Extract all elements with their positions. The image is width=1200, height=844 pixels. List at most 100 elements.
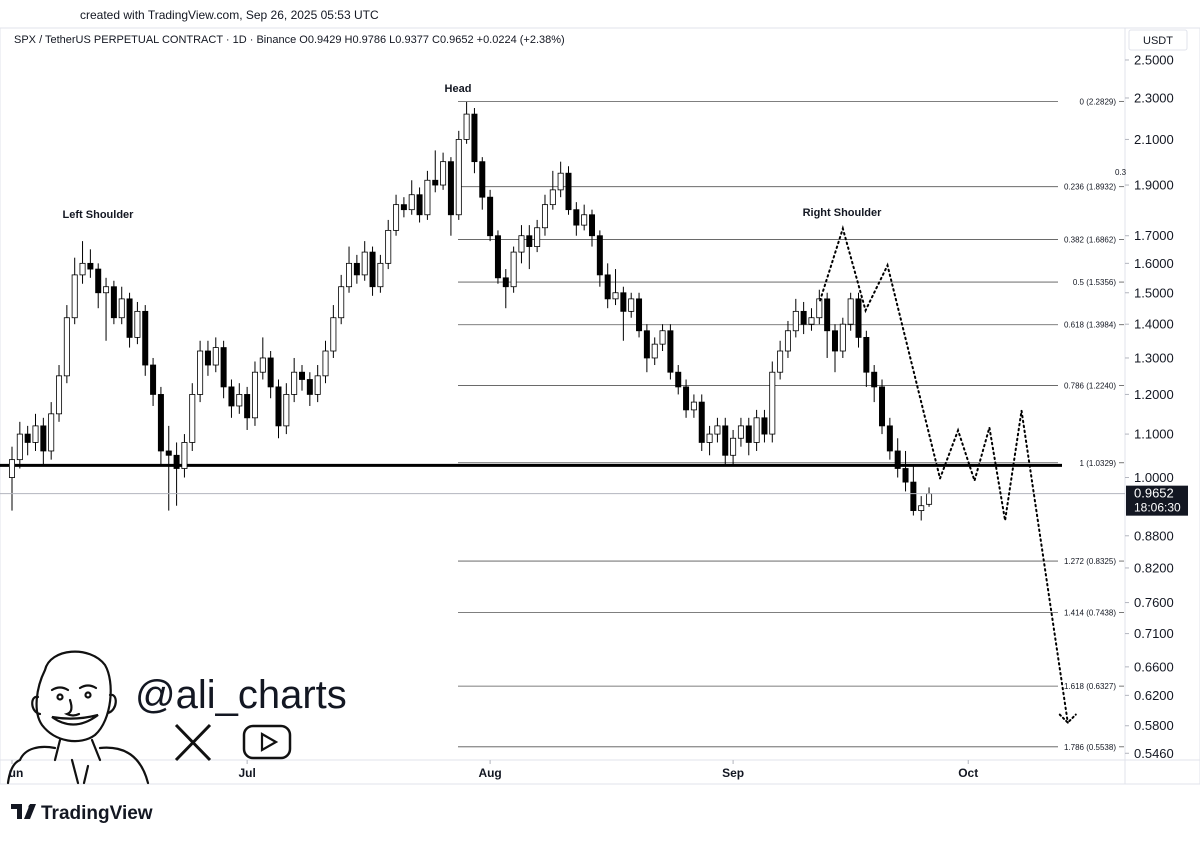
candle-body [142,310,149,366]
candle-body [463,113,470,140]
brand-icon [28,804,34,810]
x-icon [174,723,212,762]
candle-body [338,286,345,319]
candle-body [487,196,494,237]
candle-body [385,229,392,264]
candle-body [32,425,39,443]
candle-body [800,310,807,325]
credit: created with TradingView.com, Sep 26, 20… [80,8,379,22]
y-tick-label: 1.3000 [1134,350,1174,365]
candle-body [24,433,31,443]
candle-body [549,189,556,206]
youtube-play [260,732,279,752]
candle-body [683,386,690,411]
candle-body [589,214,596,237]
candle-body [792,310,799,332]
candle-body [353,262,360,276]
fib-label: 0.786 (1.2240) [1064,381,1116,390]
label-fragment: 0.3 [1115,168,1127,177]
candle-body [361,251,368,276]
y-tick-label: 1.2000 [1134,387,1174,402]
candle-body [604,274,611,300]
y-tick-label: 1.5000 [1134,285,1174,300]
plot: 0 (2.2829) 0.236 (1.8932) 0.382 (1.6862) 0.… [0,97,1125,752]
candle-body [134,310,141,338]
countdown: 18:06:30 [1134,501,1181,515]
candle-body [56,375,63,415]
currency: USDT [1143,35,1173,47]
candle-body [212,347,219,366]
candle-body [894,450,901,469]
fib-label: 1.618 (0.6327) [1064,682,1116,691]
candle-body [377,262,384,288]
annotation: Head [445,83,472,95]
candle-body [95,268,102,294]
candle-body [573,209,580,226]
candle-body [643,330,650,359]
x-tick-label: Jul [238,766,255,780]
y-tick-label: 0.6200 [1134,688,1174,703]
candle-body [510,251,517,288]
candle-body [667,330,674,373]
y-tick-label: 0.5460 [1134,746,1174,761]
candle-body [314,375,321,395]
y-tick-label: 1.7000 [1134,228,1174,243]
avatar [6,650,150,785]
candle-body [432,179,439,186]
x-tick-label: Sep [722,766,744,780]
candle-body [855,298,862,338]
x-tick-label: Aug [478,766,501,780]
candle-body [902,468,909,483]
candle-body [534,227,541,247]
frame [0,27,1200,785]
y-tick-label: 0.7600 [1134,595,1174,610]
candle-body [918,505,925,511]
candle-body [306,379,313,395]
candle-body [79,262,86,276]
fib-label: 0.618 (1.3984) [1064,321,1116,330]
y-tick-label: 1.1000 [1134,427,1174,442]
candle-body [204,350,211,366]
candle-body [518,235,525,253]
candle-body [110,286,117,319]
candle-body [784,330,791,352]
candle-body [926,493,933,505]
candle-body [824,298,831,332]
candle-body [267,357,274,388]
candle-body [502,277,509,288]
candle-body [63,317,70,377]
candle-body [150,364,157,395]
candle-body [197,350,204,395]
candle-body [103,286,110,294]
candle-body [322,350,329,377]
candle-body [831,330,838,352]
candle-body [424,179,431,216]
candle-body [259,357,266,373]
fib-label: 0.5 (1.5356) [1073,278,1116,287]
candle-body [275,386,282,427]
y-tick-label: 0.5800 [1134,718,1174,733]
candle-body [737,425,744,439]
candle-body [777,350,784,373]
fib-label: 1.272 (0.8325) [1064,557,1116,566]
candle-body [839,323,846,352]
annotation: Right Shoulder [803,207,883,219]
candle-body [557,172,564,191]
candle-body [220,347,227,388]
candle-body [651,343,658,359]
candle-body [369,251,376,288]
candle-body [698,401,705,443]
candle-body [283,394,290,427]
y-tick-label: 1.0000 [1134,470,1174,485]
brand: TradingView [41,803,153,824]
candle-body [636,298,643,332]
candle-body [847,298,854,325]
candle-body [745,425,752,443]
candle-body [87,262,94,270]
candle-body [612,292,619,300]
candle-body [479,161,486,198]
candle-body [189,394,196,443]
candle-body [910,481,917,511]
annotation: Left Shoulder [63,209,135,221]
